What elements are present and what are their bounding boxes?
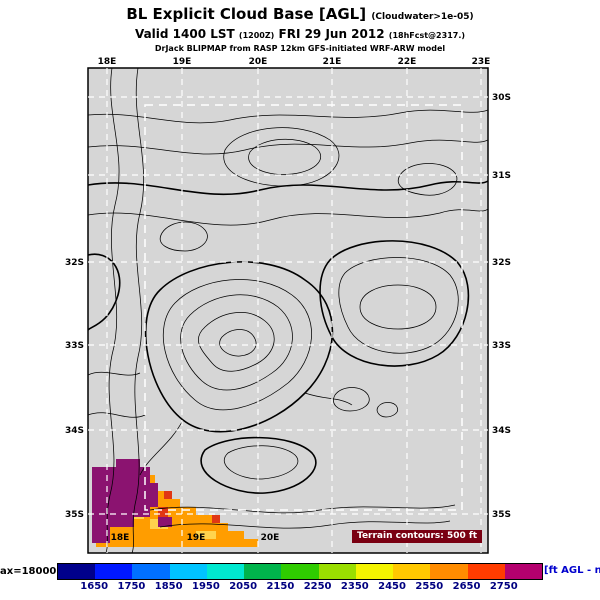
lon-label: 22E <box>398 57 417 67</box>
lat-label: 32S <box>492 258 511 268</box>
chart-header: BL Explicit Cloud Base [AGL] (Cloudwater… <box>0 6 600 54</box>
lon-label: 21E <box>323 57 342 67</box>
terrain-contours <box>88 68 488 553</box>
chart-title-note: (Cloudwater>1e-05) <box>371 12 474 22</box>
colorbar-tick-label: 2050 <box>229 581 258 592</box>
lat-label: 33S <box>492 341 511 351</box>
colorbar-segment <box>58 564 96 579</box>
colorbar-segment <box>95 564 133 579</box>
lon-labels-top: 18E 19E 20E 21E 22E 23E <box>98 57 491 67</box>
lon-label: 18E <box>98 57 117 67</box>
colorbar-tick-label: 2750 <box>489 581 518 592</box>
lat-label: 34S <box>492 426 511 436</box>
colorbar-segment <box>355 564 394 579</box>
valid-time: Valid 1400 LST <box>134 27 235 41</box>
colorbar-segment <box>244 564 282 579</box>
colorbar-max-label: ax=18000] <box>0 566 61 577</box>
colorbar-tick-label: 1750 <box>117 581 146 592</box>
colorbar-segments <box>57 563 543 580</box>
lat-labels-left: 32S 33S 34S 35S <box>65 258 84 520</box>
chart-title-line: BL Explicit Cloud Base [AGL] (Cloudwater… <box>0 6 600 26</box>
colorbar-segment <box>504 564 543 579</box>
chart-title: BL Explicit Cloud Base [AGL] <box>126 5 367 23</box>
cloudbase-fill-orange-speckle <box>146 475 155 483</box>
colorbar-units-label: [ft AGL - n <box>544 565 600 576</box>
lon-label: 23E <box>472 57 491 67</box>
cloudbase-fill-red <box>158 491 220 523</box>
colorbar-tick-label: 2450 <box>378 581 406 592</box>
lat-label: 35S <box>65 510 84 520</box>
lat-label: 30S <box>492 93 511 103</box>
model-credit: DrJack BLIPMAP from RASP 12km GFS-initia… <box>154 44 446 53</box>
colorbar-tick-label: 1850 <box>154 581 183 592</box>
forecast-hour-note: (18hFcst@2317.) <box>388 31 466 40</box>
lat-label: 35S <box>492 510 511 520</box>
lat-label: 33S <box>65 341 84 351</box>
lat-label: 34S <box>65 426 84 436</box>
colorbar-segment <box>281 564 319 579</box>
valid-date: FRI 29 Jun 2012 <box>278 27 385 41</box>
map-plot: 18E 19E 20E 21E 22E 23E 18E 19E 20E 32S … <box>65 57 511 554</box>
valid-time-utc: (1200Z) <box>238 31 275 40</box>
lon-label: 19E <box>173 57 192 67</box>
colorbar-tick-label: 2150 <box>266 581 295 592</box>
lon-label: 19E <box>187 533 206 543</box>
colorbar-tick-label: 2550 <box>415 581 444 592</box>
colorbar-ticks: 1650 1750 1850 1950 2050 2150 2250 2350 2450 2550… <box>57 581 541 594</box>
lon-labels-bottom: 18E 19E 20E <box>111 533 280 543</box>
colorbar-tick-label: 2650 <box>452 581 481 592</box>
lat-labels-right: 30S 31S 32S 33S 34S 35S <box>492 93 511 520</box>
colorbar-segment <box>393 564 431 579</box>
lon-label: 20E <box>249 57 268 67</box>
colorbar-tick-label: 2250 <box>303 581 332 592</box>
colorbar-tick-label: 1650 <box>80 581 109 592</box>
terrain-note: Terrain contours: 500 ft <box>352 530 483 543</box>
lat-label: 32S <box>65 258 84 268</box>
colorbar-segment <box>206 564 245 579</box>
lon-label: 20E <box>261 533 280 543</box>
valid-time-line: Valid 1400 LST (1200Z) FRI 29 Jun 2012 (… <box>0 27 600 43</box>
colorbar-tick-label: 1950 <box>192 581 220 592</box>
colorbar-segment <box>169 564 207 579</box>
colorbar-segment <box>318 564 356 579</box>
colorbar-segment <box>132 564 170 579</box>
graticule <box>88 68 488 553</box>
lon-label: 18E <box>111 533 130 543</box>
colorbar-tick-label: 2350 <box>340 581 369 592</box>
domain-boundary <box>144 104 463 511</box>
lat-label: 31S <box>492 171 511 181</box>
colorbar-segment <box>467 564 505 579</box>
cloudbase-fill <box>92 459 258 547</box>
cloudbase-fill-purple <box>92 459 172 543</box>
colorbar-segment <box>430 564 468 579</box>
